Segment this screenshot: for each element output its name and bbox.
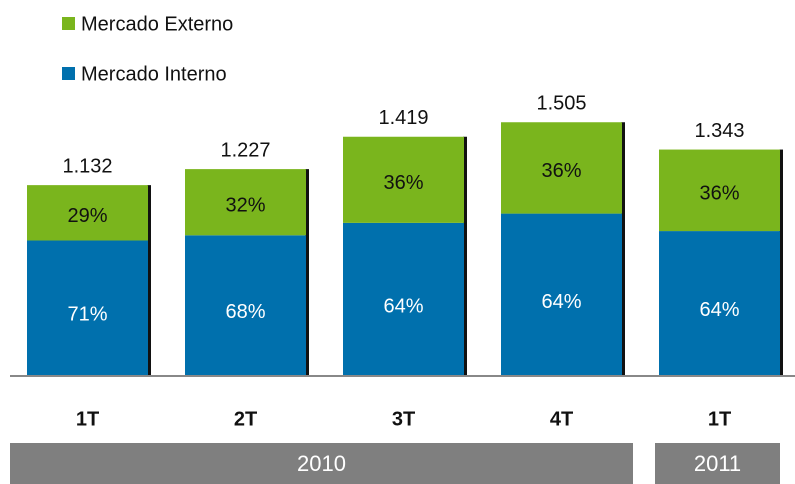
segment-label: 36% [541,160,581,182]
segment-label: 68% [225,301,265,323]
bar-segment [659,149,780,232]
bar-segment [27,185,148,241]
bar-segment [185,169,306,236]
total-label: 1.343 [694,120,744,142]
x-tick-label: 1T [76,408,99,430]
segment-label: 29% [67,205,107,227]
group-band [655,443,780,484]
x-tick-label: 4T [550,408,573,430]
total-label: 1.132 [62,155,112,177]
total-label: 1.505 [536,93,586,115]
bar-segment [343,222,464,376]
segment-label: 36% [699,183,739,205]
total-label: 1.419 [378,107,428,129]
bar-shadow [305,169,309,376]
segment-label: 64% [699,299,739,321]
segment-label: 64% [541,291,581,313]
segment-label: 71% [67,303,107,325]
group-label: 2011 [694,451,741,476]
bar-shadow [621,122,625,376]
bar-shadow [463,136,467,376]
bar-segment [501,122,622,214]
segment-label: 32% [225,194,265,216]
group-band [10,443,633,484]
bar-segment [343,136,464,223]
bar-shadow [147,185,151,376]
x-tick-label: 3T [392,408,415,430]
legend-label: Mercado Interno [81,63,227,85]
segment-label: 36% [383,172,423,194]
bar-shadow [779,149,783,376]
bar-segment [27,240,148,376]
segment-label: 64% [383,295,423,317]
x-tick-label: 1T [708,408,731,430]
group-label: 2010 [297,451,346,476]
legend-swatch [62,17,75,30]
total-label: 1.227 [220,139,270,161]
bar-segment [659,231,780,376]
bar-segment [501,213,622,376]
legend-swatch [62,67,75,80]
bar-segment [185,235,306,376]
x-tick-label: 2T [234,408,257,430]
legend-label: Mercado Externo [81,13,233,35]
